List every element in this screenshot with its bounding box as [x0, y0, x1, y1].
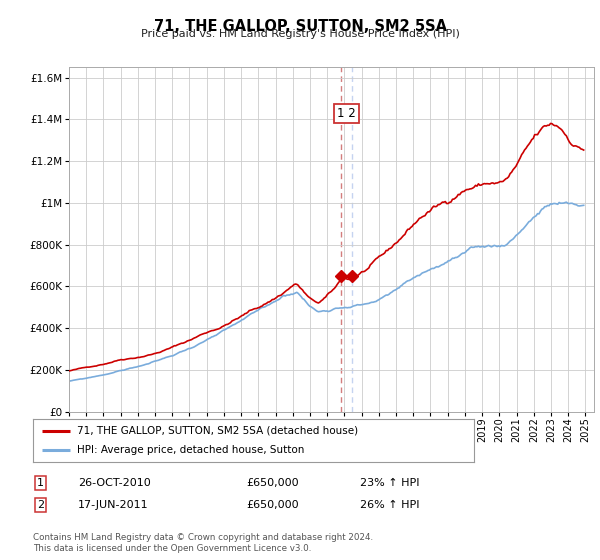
Text: 71, THE GALLOP, SUTTON, SM2 5SA (detached house): 71, THE GALLOP, SUTTON, SM2 5SA (detache… [77, 426, 358, 436]
Text: 17-JUN-2011: 17-JUN-2011 [78, 500, 149, 510]
Text: Price paid vs. HM Land Registry's House Price Index (HPI): Price paid vs. HM Land Registry's House … [140, 29, 460, 39]
Text: 23% ↑ HPI: 23% ↑ HPI [360, 478, 419, 488]
Text: 26-OCT-2010: 26-OCT-2010 [78, 478, 151, 488]
Text: 2: 2 [37, 500, 44, 510]
Text: 1 2: 1 2 [337, 106, 356, 120]
Text: £650,000: £650,000 [246, 500, 299, 510]
Text: 71, THE GALLOP, SUTTON, SM2 5SA: 71, THE GALLOP, SUTTON, SM2 5SA [154, 19, 446, 34]
Text: £650,000: £650,000 [246, 478, 299, 488]
Text: HPI: Average price, detached house, Sutton: HPI: Average price, detached house, Sutt… [77, 445, 304, 455]
Text: 26% ↑ HPI: 26% ↑ HPI [360, 500, 419, 510]
Text: Contains HM Land Registry data © Crown copyright and database right 2024.
This d: Contains HM Land Registry data © Crown c… [33, 533, 373, 553]
Text: 1: 1 [37, 478, 44, 488]
